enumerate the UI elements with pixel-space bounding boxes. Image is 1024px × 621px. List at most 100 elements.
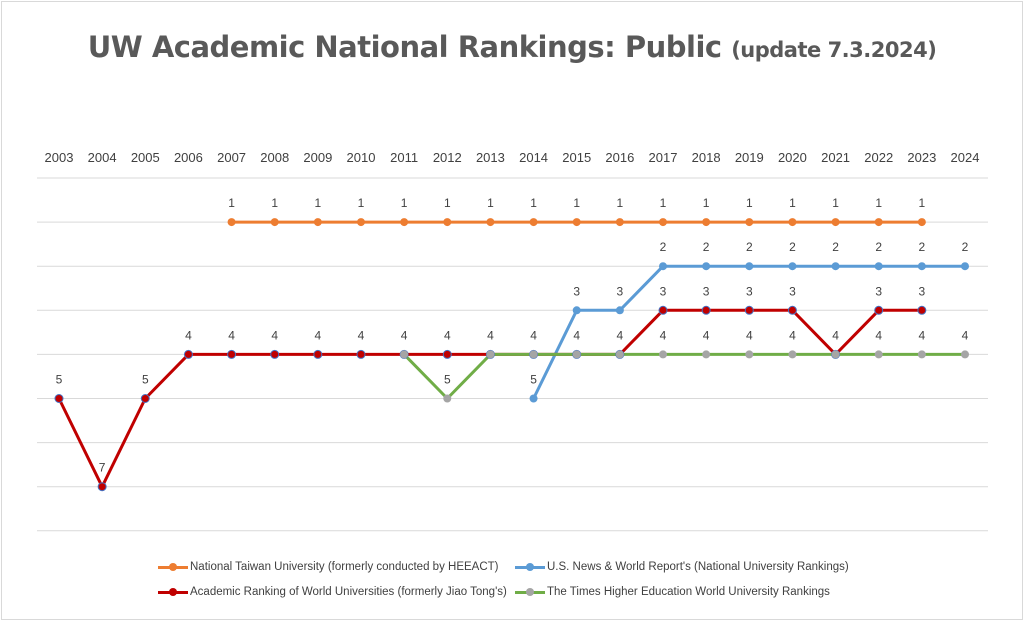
data-point-0 bbox=[529, 218, 538, 227]
data-label: 4 bbox=[746, 328, 753, 342]
data-point-0 bbox=[917, 218, 926, 227]
data-point-2 bbox=[227, 349, 237, 359]
data-point-3 bbox=[874, 350, 883, 359]
data-point-3 bbox=[831, 350, 840, 359]
data-label: 4 bbox=[358, 328, 365, 342]
data-label: 7 bbox=[99, 461, 106, 475]
data-label: 4 bbox=[832, 328, 839, 342]
data-point-0 bbox=[400, 218, 409, 227]
legend-item: National Taiwan University (formerly con… bbox=[158, 561, 498, 573]
data-label: 2 bbox=[660, 240, 667, 254]
data-label: 4 bbox=[789, 328, 796, 342]
data-point-0 bbox=[270, 218, 279, 227]
data-point-1 bbox=[529, 394, 538, 403]
data-point-3 bbox=[572, 350, 581, 359]
data-label: 4 bbox=[487, 328, 494, 342]
data-point-0 bbox=[443, 218, 452, 227]
data-point-0 bbox=[788, 218, 797, 227]
data-point-3 bbox=[917, 350, 926, 359]
data-point-1 bbox=[831, 262, 840, 271]
data-label: 3 bbox=[617, 284, 624, 298]
data-label: 2 bbox=[746, 240, 753, 254]
data-label: 4 bbox=[962, 328, 969, 342]
data-point-3 bbox=[702, 350, 711, 359]
data-label: 3 bbox=[919, 284, 926, 298]
data-point-2 bbox=[917, 305, 927, 315]
data-label: 1 bbox=[228, 196, 235, 210]
x-tick-label: 2021 bbox=[821, 150, 850, 165]
data-label: 5 bbox=[530, 373, 537, 387]
data-point-1 bbox=[961, 262, 969, 271]
data-label: 1 bbox=[315, 196, 322, 210]
legend-line-icon bbox=[515, 562, 545, 572]
legend-item: Academic Ranking of World Universities (… bbox=[158, 586, 507, 598]
data-point-2 bbox=[313, 349, 323, 359]
data-label: 4 bbox=[573, 328, 580, 342]
chart-subtitle: (update 7.3.2024) bbox=[731, 38, 937, 62]
x-tick-label: 2003 bbox=[45, 150, 74, 165]
data-label: 1 bbox=[660, 196, 667, 210]
data-label: 3 bbox=[875, 284, 882, 298]
data-point-3 bbox=[615, 350, 624, 359]
data-label: 5 bbox=[142, 373, 149, 387]
data-point-2 bbox=[874, 305, 884, 315]
data-label: 1 bbox=[530, 196, 537, 210]
data-point-1 bbox=[745, 262, 754, 271]
data-point-2 bbox=[701, 305, 711, 315]
x-tick-label: 2017 bbox=[649, 150, 678, 165]
data-point-0 bbox=[313, 218, 322, 227]
data-label: 4 bbox=[530, 328, 537, 342]
data-label: 1 bbox=[401, 196, 408, 210]
x-tick-label: 2022 bbox=[864, 150, 893, 165]
x-tick-label: 2013 bbox=[476, 150, 505, 165]
data-point-2 bbox=[787, 305, 797, 315]
data-point-2 bbox=[97, 482, 107, 492]
data-label: 3 bbox=[573, 284, 580, 298]
data-label: 4 bbox=[660, 328, 667, 342]
data-point-0 bbox=[702, 218, 711, 227]
data-label: 1 bbox=[746, 196, 753, 210]
data-label: 5 bbox=[56, 373, 63, 387]
data-point-2 bbox=[442, 349, 452, 359]
data-point-1 bbox=[788, 262, 797, 271]
data-label: 2 bbox=[832, 240, 839, 254]
data-label: 4 bbox=[617, 328, 624, 342]
data-point-0 bbox=[874, 218, 883, 227]
data-label: 1 bbox=[487, 196, 494, 210]
data-point-1 bbox=[917, 262, 926, 271]
data-label: 1 bbox=[919, 196, 926, 210]
data-point-0 bbox=[357, 218, 365, 227]
data-point-3 bbox=[443, 394, 452, 403]
data-point-3 bbox=[659, 350, 667, 359]
data-label: 1 bbox=[444, 196, 451, 210]
x-tick-label: 2020 bbox=[778, 150, 807, 165]
data-point-1 bbox=[572, 306, 581, 315]
data-point-2 bbox=[356, 349, 366, 359]
legend-line-icon bbox=[158, 587, 188, 597]
x-tick-label: 2011 bbox=[390, 150, 418, 165]
x-tick-label: 2015 bbox=[562, 150, 591, 165]
data-label: 1 bbox=[832, 196, 839, 210]
data-label: 2 bbox=[962, 240, 969, 254]
chart-title: UW Academic National Rankings: Public (u… bbox=[0, 30, 1024, 64]
data-point-3 bbox=[486, 350, 495, 359]
data-label: 4 bbox=[703, 328, 710, 342]
legend-line-icon bbox=[515, 587, 545, 597]
x-tick-label: 2006 bbox=[174, 150, 203, 165]
data-label: 4 bbox=[444, 328, 451, 342]
data-point-3 bbox=[529, 350, 538, 359]
legend-label: The Times Higher Education World Univers… bbox=[547, 586, 830, 598]
data-label: 4 bbox=[919, 328, 926, 342]
data-point-3 bbox=[961, 350, 969, 359]
data-label: 4 bbox=[185, 328, 192, 342]
data-point-2 bbox=[140, 394, 150, 403]
data-point-0 bbox=[615, 218, 624, 227]
data-label: 2 bbox=[919, 240, 926, 254]
data-point-2 bbox=[658, 305, 668, 315]
data-label: 4 bbox=[875, 328, 882, 342]
x-tick-label: 2010 bbox=[347, 150, 376, 165]
x-tick-label: 2019 bbox=[735, 150, 764, 165]
data-point-0 bbox=[486, 218, 495, 227]
